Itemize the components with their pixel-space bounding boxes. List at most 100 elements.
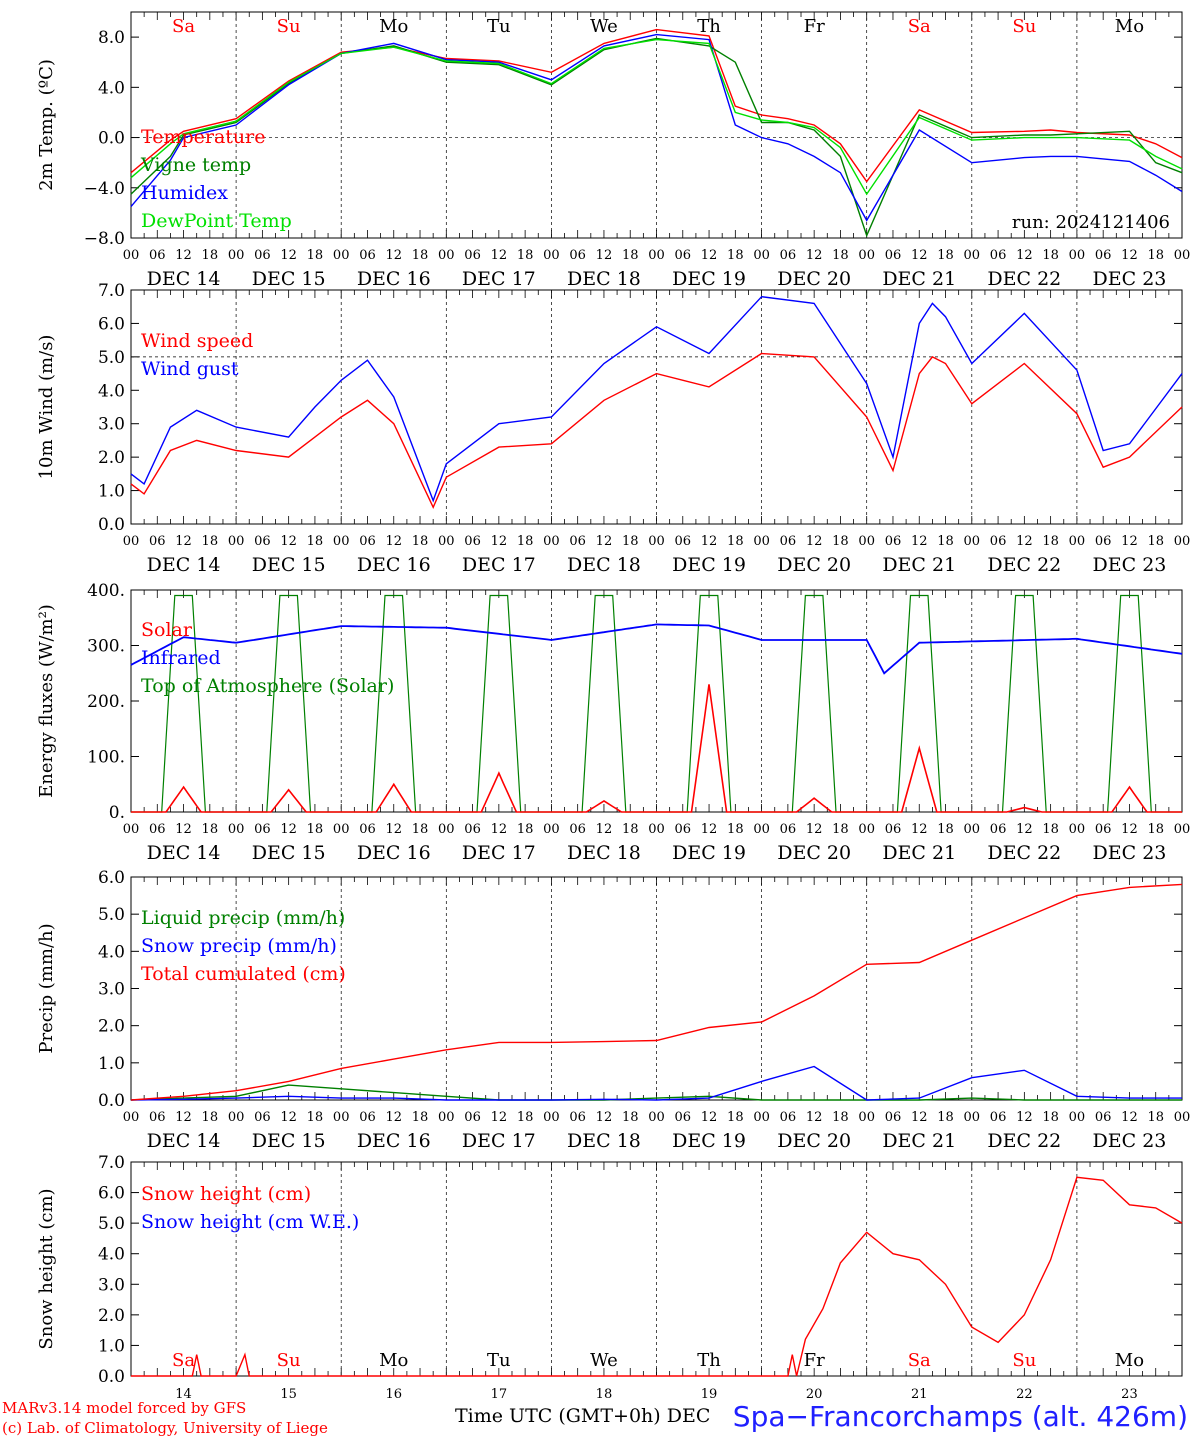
- hour-label: 06: [254, 248, 271, 263]
- hour-label: 06: [885, 248, 902, 263]
- hour-label: 00: [228, 822, 245, 837]
- date-label: DEC 18: [567, 1130, 641, 1152]
- hour-label: 12: [1016, 248, 1033, 263]
- hour-label: 18: [622, 248, 639, 263]
- y-tick-label: 4.0: [98, 942, 125, 962]
- hour-label: 06: [1095, 822, 1112, 837]
- hour-label: 06: [990, 822, 1007, 837]
- date-label: DEC 20: [777, 554, 851, 576]
- weekday-label: We: [590, 16, 618, 37]
- y-tick-label: 8.0: [98, 28, 125, 48]
- hour-label: 06: [359, 822, 376, 837]
- hour-label: 12: [596, 534, 613, 549]
- hour-label: 00: [333, 1110, 350, 1125]
- hour-label: 18: [412, 248, 429, 263]
- hour-label: 06: [149, 1110, 166, 1125]
- date-label: DEC 14: [147, 1130, 221, 1152]
- day-number-label: 16: [385, 1387, 402, 1402]
- hour-label: 00: [543, 248, 560, 263]
- hour-label: 00: [858, 822, 875, 837]
- weekday-label: Sa: [172, 16, 195, 37]
- hour-label: 00: [543, 1110, 560, 1125]
- hour-label: 00: [228, 1110, 245, 1125]
- hour-label: 12: [491, 534, 508, 549]
- date-label: DEC 23: [1093, 1130, 1167, 1152]
- y-tick-label: 7.0: [98, 1153, 125, 1173]
- y-tick-label: 2.0: [98, 1017, 125, 1037]
- hour-label: 18: [937, 822, 954, 837]
- hour-label: 18: [412, 822, 429, 837]
- date-label: DEC 18: [567, 268, 641, 290]
- day-number-label: 19: [701, 1387, 718, 1402]
- hour-label: 12: [701, 534, 718, 549]
- panel-4: 0.0 1.0 2.0 3.0 4.0 5.0 6.0 Precip (mm/h) 00 06 12…: [36, 868, 1190, 1152]
- date-label: DEC 21: [882, 842, 956, 864]
- hour-label: 12: [175, 534, 192, 549]
- model-credit: MARv3.14 model forced by GFS: [2, 1399, 247, 1417]
- hour-label: 00: [438, 1110, 455, 1125]
- date-label: DEC 23: [1093, 268, 1167, 290]
- y-tick-label: 3.0: [98, 980, 125, 1000]
- legend-entry: Total cumulated (cm): [141, 963, 346, 985]
- date-label: DEC 18: [567, 842, 641, 864]
- hour-label: 00: [964, 534, 981, 549]
- hour-label: 18: [1147, 822, 1164, 837]
- hour-label: 12: [596, 1110, 613, 1125]
- y-tick-label: 1.0: [98, 1054, 125, 1074]
- hour-label: 06: [149, 534, 166, 549]
- station-title: Spa−Francorchamps (alt. 426m): [732, 1400, 1188, 1433]
- hour-label: 18: [727, 1110, 744, 1125]
- date-label: DEC 19: [672, 554, 746, 576]
- hour-label: 12: [701, 822, 718, 837]
- weekday-label: Sa: [908, 16, 931, 37]
- hour-label: 06: [675, 248, 692, 263]
- weekday-label: Th: [697, 16, 721, 37]
- hour-label: 00: [333, 822, 350, 837]
- y-tick-label: 1.0: [98, 1336, 125, 1356]
- hour-label: 18: [517, 822, 534, 837]
- y-tick-label: 0.: [109, 803, 125, 823]
- day-number-label: 14: [175, 1387, 192, 1402]
- hour-label: 18: [832, 248, 849, 263]
- hour-label: 06: [675, 534, 692, 549]
- legend-entry: Top of Atmosphere (Solar): [141, 675, 394, 697]
- date-label: DEC 20: [777, 268, 851, 290]
- hour-label: 06: [254, 534, 271, 549]
- date-label: DEC 14: [147, 554, 221, 576]
- weekday-label: Su: [1012, 1350, 1036, 1371]
- day-number-label: 23: [1121, 1387, 1138, 1402]
- date-label: DEC 14: [147, 268, 221, 290]
- series-line: [130, 352, 1183, 509]
- y-tick-label: −8.0: [84, 229, 125, 249]
- hour-label: 12: [385, 534, 402, 549]
- y-tick-label: 2.0: [98, 448, 125, 468]
- series-line: [131, 1176, 1183, 1377]
- hour-label: 12: [701, 248, 718, 263]
- date-label: DEC 20: [777, 1130, 851, 1152]
- y-axis-label: Precip (mm/h): [36, 923, 57, 1053]
- hour-label: 12: [280, 822, 297, 837]
- hour-label: 06: [464, 1110, 481, 1125]
- hour-label: 18: [307, 534, 324, 549]
- hour-label: 12: [911, 1110, 928, 1125]
- date-label: DEC 14: [147, 842, 221, 864]
- hour-label: 06: [675, 822, 692, 837]
- hour-label: 18: [937, 248, 954, 263]
- y-axis-label: Energy fluxes (W/m²): [36, 604, 57, 798]
- date-label: DEC 23: [1093, 554, 1167, 576]
- hour-label: 06: [990, 248, 1007, 263]
- y-tick-label: 5.0: [98, 905, 125, 925]
- weekday-label: Mo: [379, 1350, 408, 1371]
- hour-label: 06: [359, 1110, 376, 1125]
- hour-label: 06: [569, 822, 586, 837]
- hour-label: 12: [491, 822, 508, 837]
- hour-label: 12: [701, 1110, 718, 1125]
- hour-label: 18: [517, 534, 534, 549]
- hour-label: 18: [202, 822, 219, 837]
- y-axis-label: 2m Temp. (ºC): [36, 59, 57, 191]
- hour-label: 12: [1121, 248, 1138, 263]
- y-axis-label: Snow height (cm): [36, 1188, 57, 1349]
- hour-label: 00: [123, 822, 140, 837]
- weekday-label: Tu: [487, 16, 511, 37]
